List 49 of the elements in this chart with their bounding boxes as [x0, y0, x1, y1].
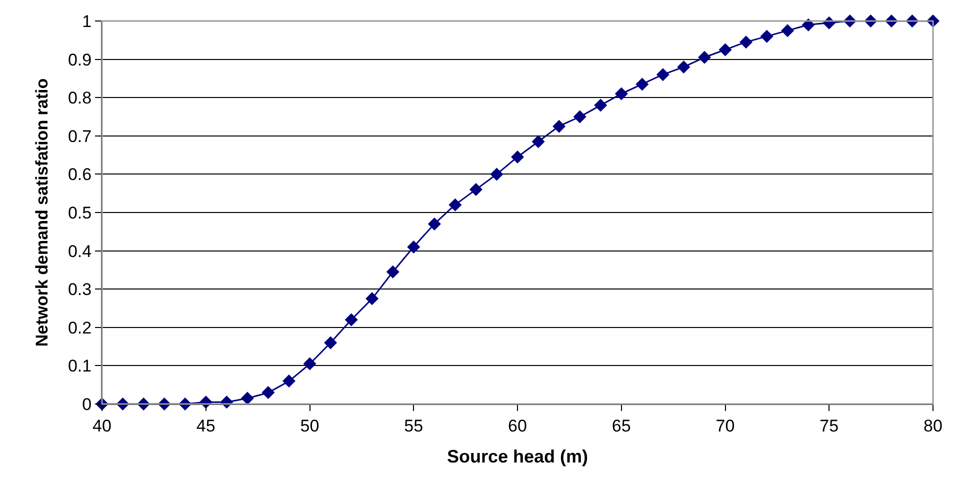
point	[469, 183, 482, 196]
y-tick-label: 0.5	[68, 203, 92, 222]
point	[448, 198, 462, 212]
point	[552, 120, 566, 133]
x-tick-label: 70	[716, 416, 735, 436]
y-tick-label: 1	[82, 12, 92, 31]
point	[324, 336, 338, 350]
point	[490, 168, 504, 181]
point	[428, 217, 441, 230]
y-tick-label: 0.4	[68, 242, 92, 261]
point	[240, 392, 254, 405]
x-tick-label: 80	[924, 416, 942, 436]
point	[594, 98, 608, 112]
point	[511, 150, 524, 164]
point	[677, 60, 690, 74]
y-axis-title: Network demand satisfation ratio	[32, 78, 52, 347]
point	[740, 36, 753, 49]
point	[407, 240, 420, 254]
y-tick-label: 0.9	[68, 50, 92, 70]
point	[573, 110, 586, 124]
point	[262, 386, 275, 400]
x-tick-label: 45	[196, 416, 216, 436]
point	[656, 68, 670, 82]
y-tick-label: 0.1	[68, 356, 92, 376]
point	[718, 43, 732, 56]
x-tick-label: 65	[612, 416, 631, 436]
point	[636, 78, 649, 91]
point	[344, 313, 358, 326]
x-tick-label: 60	[508, 416, 527, 436]
x-tick-label: 75	[820, 416, 839, 436]
point	[366, 292, 379, 306]
x-tick-label: 50	[300, 416, 320, 436]
x-tick-label: 55	[404, 416, 424, 436]
y-tick-label: 0.3	[68, 280, 92, 300]
point	[282, 374, 296, 388]
point	[698, 50, 711, 64]
x-tick-label: 40	[92, 416, 112, 436]
y-tick-label: 0.6	[68, 165, 92, 184]
point	[303, 357, 316, 370]
y-tick-label: 0	[82, 394, 92, 414]
point	[781, 24, 794, 38]
y-tick-label: 0.2	[68, 318, 92, 338]
y-tick-label: 0.8	[68, 88, 92, 108]
x-axis-title: Source head (m)	[446, 446, 588, 466]
point	[386, 265, 400, 278]
point	[532, 135, 545, 148]
y-tick-label: 0.7	[68, 126, 92, 146]
point	[760, 30, 774, 43]
point	[614, 87, 628, 100]
